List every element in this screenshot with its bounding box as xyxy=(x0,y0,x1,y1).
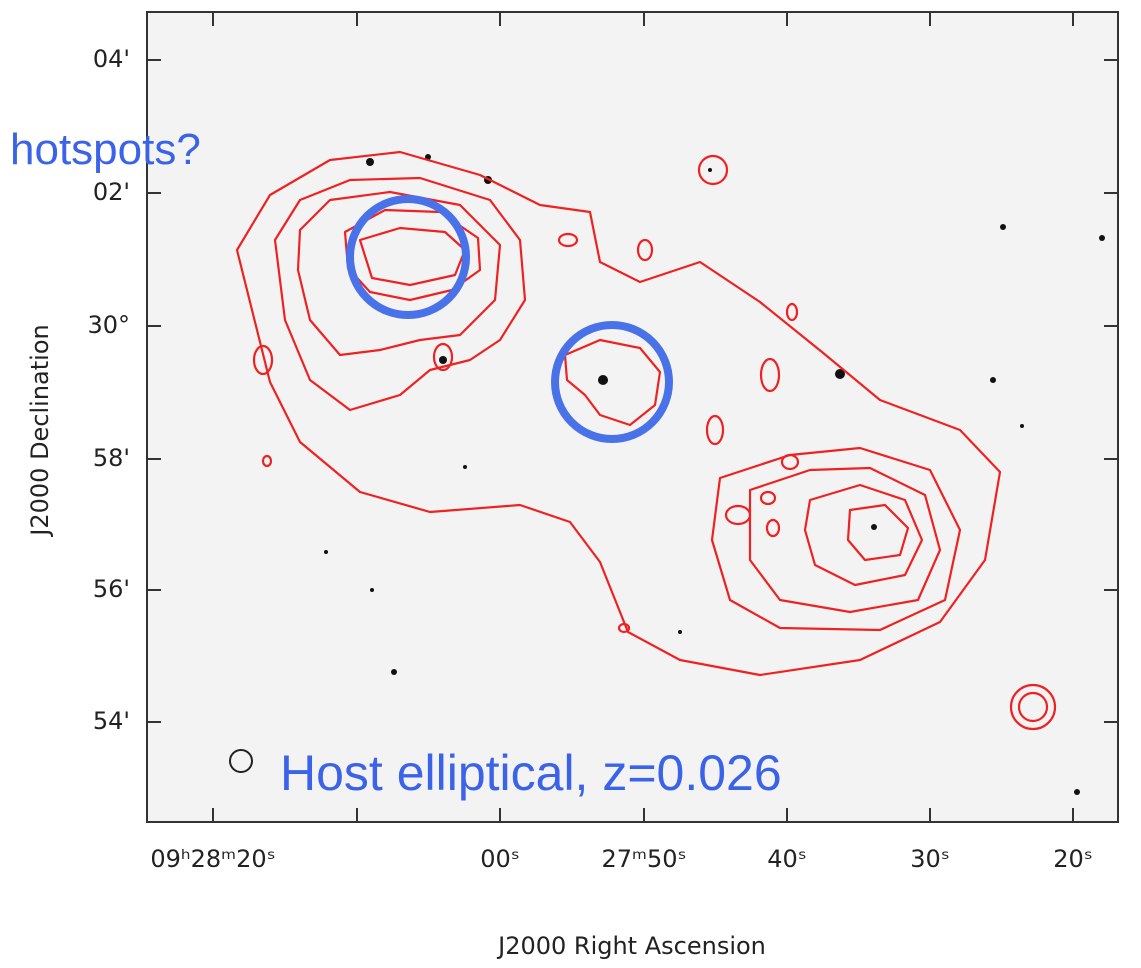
hotspot-circle xyxy=(346,195,470,319)
y-tick-label: 54' xyxy=(93,707,130,735)
x-tick-label: 20ˢ xyxy=(1053,845,1093,873)
ticks: 09ʰ28ᵐ20ˢ 00ˢ 27ᵐ50ˢ 40ˢ 30ˢ 20ˢ 04' 02' 30° 58' 5… xyxy=(87,12,1118,873)
x-tick-label: 27ᵐ50ˢ xyxy=(602,845,687,873)
x-tick-label: 30ˢ xyxy=(910,845,950,873)
y-tick-label: 04' xyxy=(93,45,130,73)
stars xyxy=(324,154,1105,795)
y-tick-label: 30° xyxy=(87,311,130,339)
host-circle xyxy=(551,321,673,443)
x-tick-label: 00ˢ xyxy=(480,845,520,873)
x-tick-label: 40ˢ xyxy=(767,845,807,873)
x-tick-label: 09ʰ28ᵐ20ˢ xyxy=(150,845,275,873)
y-axis-title: J2000 Declination xyxy=(26,324,54,537)
y-tick-label: 58' xyxy=(93,444,130,472)
hotspots-label: hotspots? xyxy=(10,125,201,174)
y-tick-label: 56' xyxy=(93,575,130,603)
y-tick-label: 02' xyxy=(93,178,130,206)
host-label: Host elliptical, z=0.026 xyxy=(280,745,782,801)
beam xyxy=(229,749,253,773)
radio-contours xyxy=(235,150,1057,731)
image-frame xyxy=(146,11,1119,823)
x-axis-title: J2000 Right Ascension xyxy=(496,932,766,960)
